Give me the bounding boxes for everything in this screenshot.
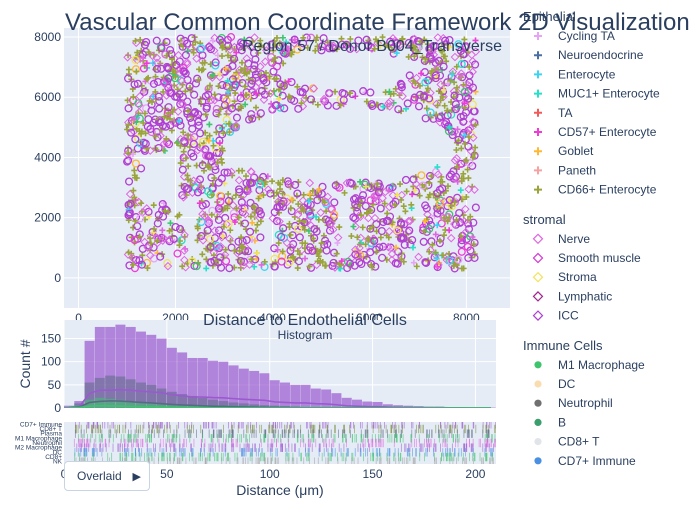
histogram-bar (280, 383, 290, 408)
legend-item-label: Nerve (558, 232, 590, 246)
legend-marker-circle (534, 380, 541, 387)
histogram-title: Distance to Endothelial Cells (203, 312, 407, 329)
chart-subtitle: Region 57 / Donor B004_Transverse (242, 38, 502, 55)
x-axis-label: Distance (μm) (236, 482, 323, 498)
legend-group-title: stromal (523, 212, 566, 227)
legend-marker-plus (534, 147, 542, 155)
legend-item[interactable]: ICC (534, 309, 580, 323)
legend-marker-plus (534, 166, 542, 174)
legend-item-label: MUC1+ Enterocyte (558, 87, 660, 101)
legend-marker-plus (534, 90, 542, 98)
distance-x-tick-label: 150 (363, 467, 383, 481)
legend-item[interactable]: M1 Macrophage (534, 358, 645, 372)
histogram-bar (290, 385, 300, 408)
legend-marker-circle (534, 361, 541, 368)
legend-item-label: CD8+ T (558, 435, 600, 449)
legend-marker-plus (534, 186, 542, 194)
legend-item-label: Enterocyte (558, 67, 616, 81)
legend-item[interactable]: DC (534, 377, 575, 391)
histogram-bar (259, 373, 269, 408)
legend-item[interactable]: Lymphatic (534, 289, 613, 303)
overlaid-label: Overlaid (77, 469, 122, 483)
rug-row-label: NK (53, 459, 63, 466)
legend-marker-plus (534, 109, 542, 117)
histogram-ticks: 0 50 100 150 (41, 332, 61, 415)
legend-marker-circle (534, 438, 541, 445)
legend-marker-plus (534, 128, 542, 136)
histogram-y-tick-label: 100 (41, 355, 61, 369)
legend-item[interactable]: Neutrophil (534, 396, 612, 410)
histogram-y-tick-label: 0 (54, 401, 61, 415)
histogram-y-axis-label: Count # (17, 339, 33, 388)
histogram-bar (239, 369, 249, 408)
scatter-y-tick-label: 0 (54, 271, 61, 285)
legend: Epithelial Cycling TA Neuroendocrine Entero… (523, 9, 660, 468)
histogram-bar (270, 380, 280, 408)
legend-item-label: ICC (558, 309, 579, 323)
legend-marker-circle (534, 457, 541, 464)
legend-item[interactable]: Paneth (534, 163, 596, 177)
legend-marker-plus (534, 70, 542, 78)
legend-item-label: Goblet (558, 144, 594, 158)
legend-item[interactable]: Goblet (534, 144, 594, 158)
legend-item[interactable]: CD57+ Enterocyte (534, 125, 657, 139)
legend-marker-diamond (534, 234, 543, 243)
legend-marker-diamond (534, 254, 543, 263)
histogram-bar (301, 385, 311, 408)
legend-marker-diamond (534, 273, 543, 282)
histogram-y-tick-label: 50 (48, 378, 62, 392)
scatter-y-tick-label: 4000 (34, 150, 61, 164)
legend-item-label: Lymphatic (558, 289, 612, 303)
overlaid-mode-button[interactable]: Overlaid ▶ (64, 461, 150, 491)
legend-item-label: TA (558, 106, 572, 120)
histogram-bar (321, 389, 331, 408)
scatter-y-tick-label: 2000 (34, 211, 61, 225)
legend-item-label: Neutrophil (558, 396, 613, 410)
distance-x-tick-label: 200 (465, 467, 485, 481)
legend-group-title: Epithelial (523, 9, 576, 24)
legend-marker-circle (534, 400, 541, 407)
legend-item[interactable]: CD7+ Immune (534, 454, 636, 468)
legend-item-label: CD66+ Enterocyte (558, 183, 657, 197)
legend-item-label: Paneth (558, 163, 596, 177)
legend-item[interactable]: TA (534, 106, 572, 120)
legend-item-label: B (558, 415, 566, 429)
legend-item-label: Neuroendocrine (558, 48, 644, 62)
legend-item[interactable]: Enterocyte (534, 67, 616, 81)
legend-item-label: Stroma (558, 270, 597, 284)
legend-item[interactable]: CD8+ T (534, 435, 600, 449)
distance-x-tick-label: 50 (160, 467, 174, 481)
legend-item-label: Smooth muscle (558, 251, 641, 265)
legend-item-label: M1 Macrophage (558, 358, 645, 372)
legend-marker-plus (534, 51, 542, 59)
histogram-y-tick-label: 150 (41, 332, 61, 346)
legend-item[interactable]: Neuroendocrine (534, 48, 644, 62)
legend-marker-circle (534, 419, 541, 426)
legend-item-label: CD7+ Immune (558, 454, 636, 468)
histogram-bar (249, 371, 259, 408)
distance-x-tick-label: 100 (260, 467, 280, 481)
legend-item-label: CD57+ Enterocyte (558, 125, 657, 139)
histogram-bar (229, 365, 239, 408)
legend-marker-diamond (534, 292, 543, 301)
scatter-y-tick-label: 6000 (34, 90, 61, 104)
histogram-subtitle: Histogram (278, 328, 333, 342)
legend-group-title: Immune Cells (523, 338, 603, 353)
legend-item-label: DC (558, 377, 576, 391)
histogram-bar (311, 389, 321, 408)
scatter-y-tick-label: 8000 (34, 30, 61, 44)
legend-item[interactable]: CD66+ Enterocyte (534, 183, 657, 197)
legend-item-label: Cycling TA (558, 29, 615, 43)
legend-item[interactable]: Nerve (534, 232, 591, 246)
legend-item[interactable]: MUC1+ Enterocyte (534, 87, 660, 101)
legend-item[interactable]: B (534, 415, 566, 429)
triangle-right-icon: ▶ (133, 470, 141, 483)
legend-item[interactable]: Stroma (534, 270, 598, 284)
legend-item[interactable]: Smooth muscle (534, 251, 642, 265)
legend-marker-diamond (534, 311, 543, 320)
